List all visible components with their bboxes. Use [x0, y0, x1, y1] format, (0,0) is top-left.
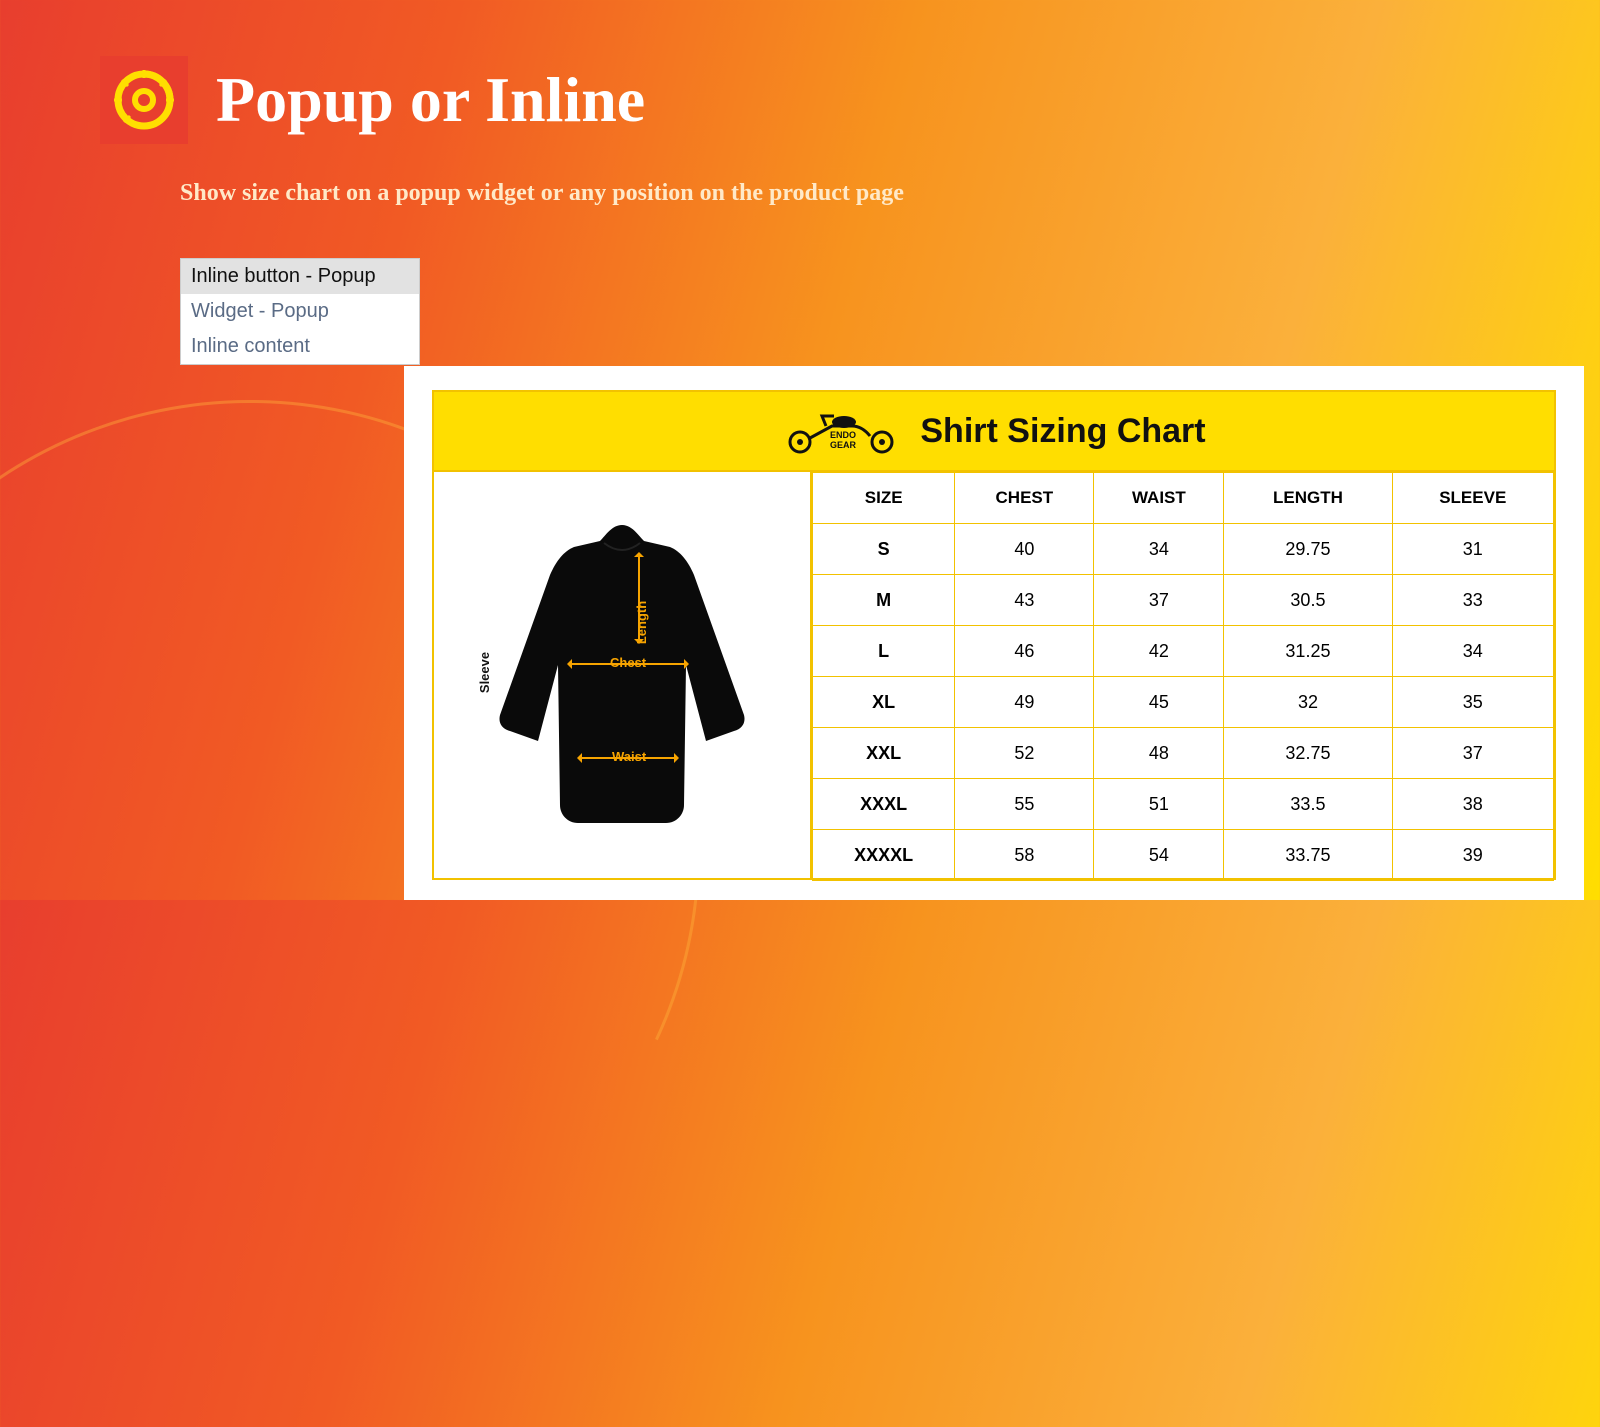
- col-waist: WAIST: [1094, 473, 1224, 524]
- page-title: Popup or Inline: [216, 63, 645, 137]
- table-cell: XL: [813, 677, 955, 728]
- table-cell: 51: [1094, 779, 1224, 830]
- table-cell: 58: [955, 830, 1094, 881]
- chart-title: Shirt Sizing Chart: [920, 412, 1205, 451]
- table-row: XXL524832.7537: [813, 728, 1554, 779]
- table-cell: 54: [1094, 830, 1224, 881]
- table-cell: 37: [1094, 575, 1224, 626]
- table-header-row: SIZE CHEST WAIST LENGTH SLEEVE: [813, 473, 1554, 524]
- svg-text:ENDO: ENDO: [830, 430, 856, 440]
- table-cell: 52: [955, 728, 1094, 779]
- table-cell: 31.25: [1224, 626, 1392, 677]
- table-cell: 43: [955, 575, 1094, 626]
- table-row: XL49453235: [813, 677, 1554, 728]
- table-cell: 32: [1224, 677, 1392, 728]
- table-row: XXXXL585433.7539: [813, 830, 1554, 881]
- table-cell: M: [813, 575, 955, 626]
- shirt-silhouette-icon: [482, 505, 762, 845]
- table-cell: XXXL: [813, 779, 955, 830]
- chest-label: Chest: [610, 655, 646, 670]
- table-cell: 55: [955, 779, 1094, 830]
- table-row: XXXL555133.538: [813, 779, 1554, 830]
- col-size: SIZE: [813, 473, 955, 524]
- table-row: L464231.2534: [813, 626, 1554, 677]
- size-chart-panel: ENDO GEAR Shirt Sizing Chart Sleeve Leng…: [404, 366, 1584, 900]
- waist-label: Waist: [612, 749, 646, 764]
- col-chest: CHEST: [955, 473, 1094, 524]
- chart-body: Sleeve Length Chest Waist SIZE CHEST WAI…: [432, 472, 1556, 880]
- table-cell: XXL: [813, 728, 955, 779]
- table-cell: 35: [1392, 677, 1554, 728]
- table-cell: 37: [1392, 728, 1554, 779]
- tape-measure-icon: [112, 68, 176, 132]
- table-cell: 48: [1094, 728, 1224, 779]
- app-logo: [100, 56, 188, 144]
- display-mode-dropdown[interactable]: Inline button - Popup Widget - Popup Inl…: [180, 258, 420, 365]
- dropdown-option[interactable]: Widget - Popup: [181, 294, 419, 329]
- table-cell: 39: [1392, 830, 1554, 881]
- length-label: Length: [634, 601, 649, 644]
- sleeve-label: Sleeve: [477, 652, 492, 693]
- table-cell: 45: [1094, 677, 1224, 728]
- table-row: M433730.533: [813, 575, 1554, 626]
- dropdown-option[interactable]: Inline content: [181, 329, 419, 364]
- table-cell: 40: [955, 524, 1094, 575]
- table-cell: L: [813, 626, 955, 677]
- col-length: LENGTH: [1224, 473, 1392, 524]
- size-table: SIZE CHEST WAIST LENGTH SLEEVE S403429.7…: [812, 472, 1554, 881]
- table-cell: 42: [1094, 626, 1224, 677]
- brand-logo-icon: ENDO GEAR: [782, 408, 902, 454]
- table-cell: S: [813, 524, 955, 575]
- table-row: S403429.7531: [813, 524, 1554, 575]
- table-cell: 33: [1392, 575, 1554, 626]
- col-sleeve: SLEEVE: [1392, 473, 1554, 524]
- table-cell: 38: [1392, 779, 1554, 830]
- table-cell: 33.5: [1224, 779, 1392, 830]
- shirt-diagram: Sleeve Length Chest Waist: [434, 472, 812, 878]
- table-cell: 30.5: [1224, 575, 1392, 626]
- table-cell: 34: [1094, 524, 1224, 575]
- table-cell: 29.75: [1224, 524, 1392, 575]
- table-cell: 49: [955, 677, 1094, 728]
- table-cell: 32.75: [1224, 728, 1392, 779]
- table-cell: 31: [1392, 524, 1554, 575]
- chart-title-bar: ENDO GEAR Shirt Sizing Chart: [432, 390, 1556, 472]
- dropdown-option[interactable]: Inline button - Popup: [181, 259, 419, 294]
- table-cell: XXXXL: [813, 830, 955, 881]
- table-cell: 33.75: [1224, 830, 1392, 881]
- table-cell: 34: [1392, 626, 1554, 677]
- table-cell: 46: [955, 626, 1094, 677]
- header: Popup or Inline: [0, 0, 1600, 144]
- page-subtitle: Show size chart on a popup widget or any…: [0, 144, 1600, 207]
- svg-text:GEAR: GEAR: [830, 440, 857, 450]
